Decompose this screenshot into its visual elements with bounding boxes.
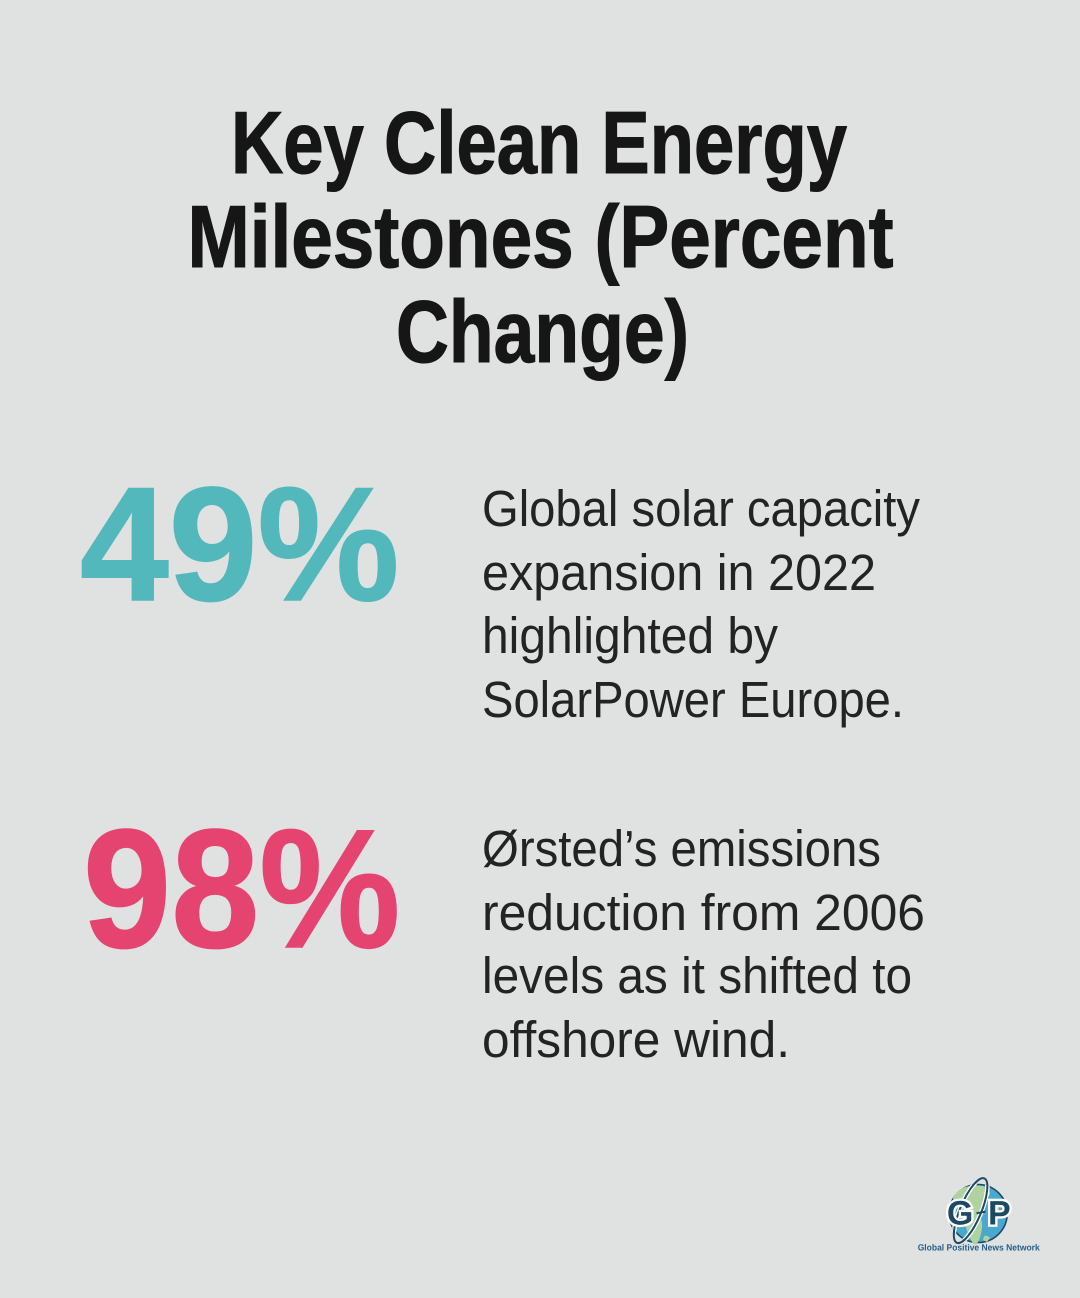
svg-text:Global Positive News Network: Global Positive News Network xyxy=(918,1243,1041,1253)
svg-text:G: G xyxy=(947,1194,973,1232)
svg-text:P: P xyxy=(988,1194,1011,1232)
